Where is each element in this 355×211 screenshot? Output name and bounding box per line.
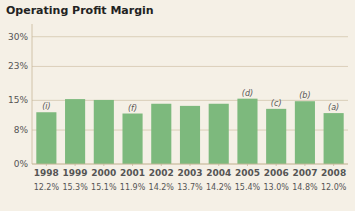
y-tick-label: 30% bbox=[8, 32, 28, 42]
x-tick-label: 2008 bbox=[321, 168, 346, 178]
x-tick-label: 2006 bbox=[264, 168, 289, 178]
y-tick-label: 15% bbox=[8, 95, 28, 105]
value-label: 11.9% bbox=[120, 183, 146, 192]
x-tick-label: 2005 bbox=[235, 168, 260, 178]
x-tick bbox=[190, 164, 191, 166]
x-tick bbox=[161, 164, 162, 166]
x-tick bbox=[333, 164, 334, 166]
annotation: (a) bbox=[328, 103, 339, 112]
value-label: 14.2% bbox=[149, 183, 175, 192]
annotation: (f) bbox=[128, 104, 137, 113]
x-tick bbox=[304, 164, 305, 166]
value-label: 12.0% bbox=[321, 183, 347, 192]
x-tick-label: 2001 bbox=[120, 168, 145, 178]
annotation: (d) bbox=[242, 89, 253, 98]
bar bbox=[266, 109, 286, 164]
y-tick-label: 8% bbox=[14, 125, 29, 135]
bar bbox=[209, 104, 229, 164]
grid-line bbox=[32, 36, 348, 37]
x-tick-label: 2002 bbox=[149, 168, 174, 178]
bar bbox=[180, 106, 200, 164]
bar bbox=[65, 99, 85, 164]
x-tick-label: 2007 bbox=[292, 168, 317, 178]
bar bbox=[151, 104, 171, 164]
x-tick bbox=[247, 164, 248, 166]
x-tick bbox=[46, 164, 47, 166]
annotation: (c) bbox=[271, 99, 282, 108]
x-tick bbox=[132, 164, 133, 166]
bar bbox=[237, 99, 257, 164]
x-tick bbox=[75, 164, 76, 166]
grid-line bbox=[32, 66, 348, 67]
y-tick-label: 0% bbox=[14, 159, 29, 169]
value-label: 15.4% bbox=[235, 183, 261, 192]
title: Operating Profit Margin bbox=[6, 4, 154, 17]
chart: Operating Profit Margin 0% 8% 15% 23% 30% (i) (… bbox=[0, 0, 355, 211]
y-axis-line bbox=[32, 24, 33, 164]
x-tick-label: 1998 bbox=[34, 168, 59, 178]
bars bbox=[36, 99, 343, 164]
bar bbox=[94, 100, 114, 164]
value-label: 15.3% bbox=[62, 183, 88, 192]
bar bbox=[295, 101, 315, 164]
x-tick bbox=[103, 164, 104, 166]
value-label: 14.8% bbox=[292, 183, 318, 192]
bar bbox=[36, 112, 56, 164]
y-tick-label: 23% bbox=[8, 61, 28, 71]
x-tick-label: 2000 bbox=[91, 168, 116, 178]
value-label: 14.2% bbox=[206, 183, 232, 192]
bar bbox=[324, 113, 344, 164]
annotation: (b) bbox=[299, 91, 310, 100]
x-tick-label: 2003 bbox=[177, 168, 202, 178]
x-tick bbox=[218, 164, 219, 166]
value-label: 12.2% bbox=[34, 183, 60, 192]
x-tick-label: 2004 bbox=[206, 168, 231, 178]
bar bbox=[122, 114, 142, 164]
value-label: 15.1% bbox=[91, 183, 117, 192]
annotation: (i) bbox=[42, 102, 50, 111]
value-label: 13.7% bbox=[177, 183, 203, 192]
x-tick bbox=[276, 164, 277, 166]
value-label: 13.0% bbox=[263, 183, 289, 192]
x-tick-label: 1999 bbox=[63, 168, 88, 178]
